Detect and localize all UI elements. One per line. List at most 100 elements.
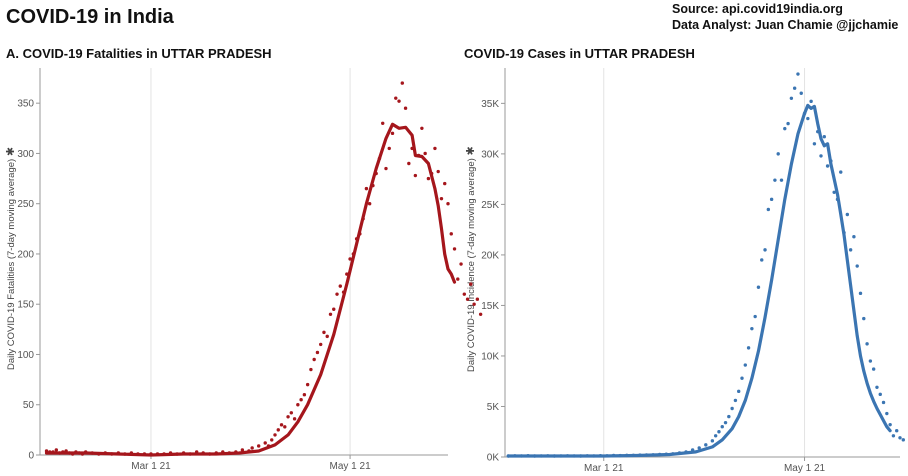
fatalities-daily-point [387, 146, 391, 151]
fatalities-daily-point [273, 433, 277, 437]
cases-y-tick-label: 25K [481, 200, 499, 211]
cases-daily-point [697, 446, 701, 450]
fatalities-y-tick-label: 0 [28, 451, 34, 462]
fatalities-daily-point [400, 81, 405, 85]
cases-daily-point [776, 152, 780, 156]
fatalities-x-tick-label: Mar 1 21 [131, 461, 171, 472]
fatalities-daily-point [332, 307, 336, 311]
fatalities-y-tick-label: 200 [17, 249, 34, 260]
cases-daily-point [766, 207, 771, 212]
cases-y-tick-label: 0K [487, 453, 500, 464]
cases-daily-point [769, 197, 774, 202]
cases-daily-point [730, 406, 734, 411]
fatalities-daily-point [302, 392, 307, 397]
cases-daily-point [855, 264, 859, 268]
fatalities-chart-title: A. COVID-19 Fatalities in UTTAR PRADESH [6, 46, 272, 61]
fatalities-daily-point [328, 312, 333, 316]
fatalities-daily-point [322, 330, 326, 335]
cases-y-tick-label: 10K [481, 351, 499, 362]
fatalities-daily-point [449, 232, 453, 236]
cases-daily-point [858, 291, 863, 296]
fatalities-y-tick-label: 250 [17, 199, 34, 210]
cases-daily-point [839, 170, 843, 174]
cases-daily-point [789, 96, 794, 101]
fatalities-daily-point [256, 444, 261, 448]
cases-daily-point [710, 439, 715, 443]
fatalities-daily-point [348, 257, 352, 261]
cases-y-tick-label: 30K [481, 149, 499, 160]
fatalities-daily-point [338, 284, 342, 288]
cases-daily-point [737, 389, 741, 394]
fatalities-daily-point [446, 202, 450, 206]
fatalities-daily-point [469, 282, 473, 286]
cases-daily-point [753, 314, 757, 319]
fatalities-y-tick-label: 150 [17, 300, 34, 311]
fatalities-daily-point [443, 181, 447, 186]
fatalities-daily-point [263, 441, 267, 445]
fatalities-y-tick-label: 300 [17, 149, 34, 160]
cases-daily-point [862, 316, 866, 321]
fatalities-daily-point [423, 151, 427, 156]
fatalities-daily-point [420, 126, 424, 131]
cases-daily-point [868, 359, 873, 363]
cases-daily-point [723, 420, 728, 425]
cases-daily-point [812, 142, 817, 146]
fatalities-daily-point [452, 247, 457, 251]
fatalities-moving-average-line [44, 122, 457, 457]
analyst-line: Data Analyst: Juan Chamie @jjchamie [672, 18, 899, 32]
cases-daily-point [888, 422, 892, 427]
fatalities-daily-point [436, 169, 440, 174]
cases-daily-point [895, 429, 899, 433]
fatalities-daily-point [459, 262, 463, 266]
fatalities-daily-point [394, 96, 398, 100]
fatalities-daily-point [413, 173, 418, 178]
fatalities-daily-point [319, 342, 323, 347]
cases-daily-point [713, 434, 718, 438]
fatalities-daily-point [439, 196, 444, 201]
cases-daily-point [822, 135, 826, 139]
fatalities-daily-point [397, 99, 401, 103]
fatalities-daily-point [283, 425, 287, 429]
cases-daily-point [891, 434, 896, 438]
cases-daily-point [865, 342, 869, 346]
cases-moving-average-line [506, 103, 892, 458]
fatalities-daily-point [286, 415, 290, 419]
cases-daily-point [740, 376, 744, 380]
cases-chart-title: COVID-19 Cases in UTTAR PRADESH [464, 46, 695, 61]
fatalities-daily-point [367, 202, 372, 206]
cases-daily-point [901, 438, 905, 442]
cases-daily-point [848, 248, 853, 252]
cases-daily-point [756, 285, 761, 289]
fatalities-daily-point [364, 186, 369, 191]
cases-daily-point [898, 436, 902, 440]
fatalities-daily-point [403, 106, 408, 110]
cases-daily-point [733, 398, 738, 403]
fatalities-y-tick-label: 50 [23, 400, 35, 411]
cases-daily-point [773, 178, 777, 182]
cases-daily-point [881, 400, 886, 405]
fatalities-daily-point [407, 161, 411, 166]
cases-daily-point [799, 91, 803, 95]
fatalities-chart: 0 50 100 150 200 250 300 350 Mar 1 21 May 1 21 [17, 68, 483, 472]
fatalities-daily-point [279, 423, 284, 427]
cases-daily-point [875, 385, 879, 389]
fatalities-daily-point [384, 166, 388, 171]
cases-daily-point [825, 164, 830, 168]
cases-daily-point [763, 248, 767, 252]
cases-daily-point [717, 430, 721, 434]
source-line: Source: api.covid19india.org [672, 2, 843, 16]
fatalities-daily-point [475, 297, 480, 301]
fatalities-daily-point [54, 448, 59, 452]
cases-daily-point [845, 212, 850, 217]
fatalities-daily-point [292, 417, 297, 421]
fatalities-daily-point [390, 131, 395, 136]
fatalities-daily-point [305, 382, 310, 387]
cases-daily-point [852, 235, 856, 239]
fatalities-daily-point [426, 176, 431, 181]
fatalities-daily-point [433, 146, 437, 151]
cases-daily-point [720, 424, 724, 429]
fatalities-daily-point [299, 398, 303, 402]
cases-daily-point [786, 121, 790, 126]
fatalities-daily-point [315, 350, 320, 355]
